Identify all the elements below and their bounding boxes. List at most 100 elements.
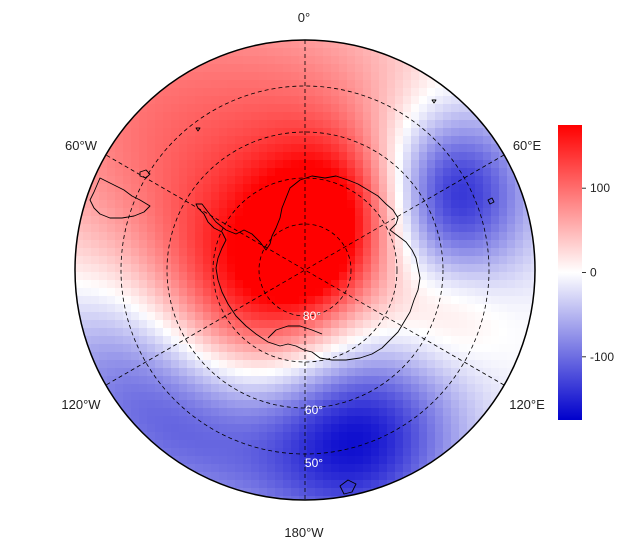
field-cell [331, 312, 340, 321]
field-cell [171, 104, 180, 113]
field-cell [187, 112, 196, 121]
field-cell [147, 360, 156, 369]
field-cell [107, 344, 116, 353]
field-cell [251, 304, 260, 313]
field-cell [491, 384, 500, 393]
field-cell [131, 192, 140, 201]
field-cell [339, 112, 348, 121]
field-cell [387, 312, 396, 321]
field-cell [307, 208, 316, 217]
field-cell [475, 264, 484, 273]
field-cell [331, 456, 340, 465]
field-cell [467, 320, 476, 329]
field-cell [123, 312, 132, 321]
field-cell [475, 224, 484, 233]
field-cell [243, 320, 252, 329]
field-cell [315, 376, 324, 385]
field-cell [363, 168, 372, 177]
field-cell [99, 368, 108, 377]
field-cell [171, 168, 180, 177]
field-cell [283, 312, 292, 321]
field-cell [411, 120, 420, 129]
field-cell [491, 392, 500, 401]
field-cell [251, 480, 260, 489]
field-cell [403, 176, 412, 185]
field-cell [403, 104, 412, 113]
field-cell [459, 160, 468, 169]
field-cell [243, 72, 252, 81]
field-cell [515, 304, 524, 313]
field-cell [259, 448, 268, 457]
field-cell [139, 352, 148, 361]
field-cell [259, 360, 268, 369]
field-cell [339, 224, 348, 233]
field-cell [187, 200, 196, 209]
field-cell [347, 272, 356, 281]
field-cell [171, 264, 180, 273]
field-cell [499, 280, 508, 289]
field-cell [139, 120, 148, 129]
field-cell [259, 176, 268, 185]
field-cell [347, 216, 356, 225]
field-cell [363, 392, 372, 401]
field-cell [523, 296, 532, 305]
field-cell [123, 128, 132, 137]
field-cell [139, 168, 148, 177]
field-cell [475, 144, 484, 153]
field-cell [243, 304, 252, 313]
field-cell [395, 216, 404, 225]
field-cell [283, 208, 292, 217]
field-cell [251, 400, 260, 409]
field-cell [467, 232, 476, 241]
field-cell [219, 128, 228, 137]
field-cell [227, 336, 236, 345]
latitude-circle-70 [212, 177, 398, 363]
field-cell [323, 48, 332, 57]
field-cell [195, 384, 204, 393]
field-cell [419, 168, 428, 177]
field-cell [347, 400, 356, 409]
field-cell [419, 288, 428, 297]
field-cell [227, 344, 236, 353]
field-cell [139, 272, 148, 281]
field-cell [371, 392, 380, 401]
field-cell [219, 344, 228, 353]
field-cell [523, 240, 532, 249]
field-cell [371, 224, 380, 233]
field-cell [315, 88, 324, 97]
field-cell [451, 296, 460, 305]
field-cell [187, 176, 196, 185]
field-cell [155, 408, 164, 417]
field-cell [211, 56, 220, 65]
field-cell [403, 80, 412, 89]
field-cell [459, 120, 468, 129]
field-cell [355, 104, 364, 113]
field-cell [307, 280, 316, 289]
field-cell [339, 352, 348, 361]
field-cell [379, 488, 388, 497]
field-cell [347, 496, 356, 500]
field-cell [403, 120, 412, 129]
field-cell [203, 408, 212, 417]
field-cell [355, 392, 364, 401]
field-cell [435, 160, 444, 169]
field-cell [299, 496, 308, 500]
field-cell [123, 144, 132, 153]
field-cell [179, 216, 188, 225]
field-cell [475, 216, 484, 225]
field-cell [203, 328, 212, 337]
field-cell [363, 56, 372, 65]
field-cell [243, 448, 252, 457]
field-cell [371, 216, 380, 225]
field-cell [435, 448, 444, 457]
field-cell [147, 416, 156, 425]
field-cell [323, 304, 332, 313]
field-cell [99, 200, 108, 209]
field-cell [219, 240, 228, 249]
field-cell [443, 248, 452, 257]
field-cell [107, 232, 116, 241]
field-cell [291, 432, 300, 441]
field-cell [107, 272, 116, 281]
field-cell [339, 72, 348, 81]
field-cell [403, 192, 412, 201]
